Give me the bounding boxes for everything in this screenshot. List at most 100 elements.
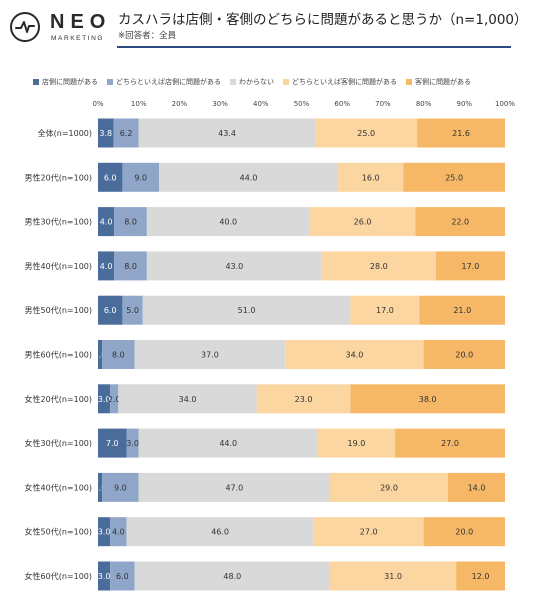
data-label: 2.0: [108, 395, 121, 404]
bar-segment: [285, 340, 424, 369]
legend-swatch: [107, 78, 113, 85]
bar-segment: [102, 340, 135, 369]
bar-segment: [321, 251, 436, 281]
x-tick-label: 40%: [253, 100, 269, 108]
chart-title: カスハラは店側・客側のどちらに問題があると思うか（n=1,000）: [118, 12, 528, 28]
bar-segment: [138, 472, 330, 502]
data-label: 8.0: [112, 351, 125, 360]
data-label: 1.0: [94, 351, 107, 360]
data-label: 38.0: [419, 395, 437, 404]
bar-segment: [403, 162, 505, 192]
bar-segment: [134, 340, 286, 369]
bar-segment: [122, 162, 160, 192]
category-label: 女性20代(n=100): [25, 394, 92, 404]
bar-segment: [118, 384, 257, 414]
data-label: 9.0: [114, 483, 127, 492]
bar-segment: [159, 162, 339, 192]
bar-segment: [417, 118, 505, 148]
chart-legend: 店側に問題がある どちらといえば店側に問題がある わからない どちらといえば客側に問題…: [33, 71, 480, 86]
bar-segment: [98, 295, 123, 325]
x-tick-label: 70%: [375, 100, 391, 108]
title-underline: [117, 46, 511, 48]
bar-segment: [395, 428, 505, 458]
bar-segment: [350, 384, 505, 414]
bar-segment: [350, 295, 420, 325]
legend-swatch: [406, 78, 412, 85]
bar-segment: [110, 517, 127, 547]
bar-segment: [138, 428, 318, 458]
data-label: 22.0: [451, 218, 469, 227]
category-label: 男性30代(n=100): [25, 217, 92, 227]
legend-item: わからない: [230, 77, 274, 87]
x-tick-label: 10%: [131, 100, 147, 108]
logo-pulse-icon: [10, 12, 40, 42]
bar-segment: [435, 251, 505, 281]
data-label: 43.0: [225, 262, 243, 271]
bar-segment: [113, 118, 139, 148]
data-label: 3.0: [98, 572, 111, 581]
category-label: 全体(n=1000): [38, 128, 92, 138]
chart-subtitle: ※回答者：全員: [118, 31, 177, 41]
data-label: 21.6: [452, 129, 470, 138]
x-tick-label: 60%: [334, 100, 350, 108]
bar-segment: [98, 162, 123, 192]
bar-segment: [329, 472, 449, 502]
data-label: 44.0: [240, 173, 258, 182]
bar-segment: [338, 162, 404, 192]
x-tick-label: 50%: [294, 100, 310, 108]
legend-label: 店側に問題がある: [42, 77, 98, 86]
legend-label: わからない: [239, 77, 274, 86]
bar-segment: [98, 118, 114, 148]
category-label: 女性60代(n=100): [25, 571, 92, 581]
bar-segment: [419, 295, 505, 325]
data-label: 4.0: [112, 528, 125, 537]
data-label: 34.0: [346, 351, 364, 360]
data-label: 37.0: [201, 351, 219, 360]
bar-segment: [102, 472, 139, 502]
data-label: 6.0: [104, 173, 117, 182]
data-label: 1.0: [94, 483, 107, 492]
data-label: 23.0: [295, 395, 313, 404]
bar-segment: [126, 428, 139, 458]
data-label: 28.0: [370, 262, 388, 271]
legend-swatch: [230, 78, 236, 85]
data-label: 5.0: [126, 306, 139, 315]
data-label: 3.0: [126, 439, 139, 448]
bar-segment: [98, 340, 103, 369]
bar-segment: [114, 251, 147, 281]
data-label: 27.0: [441, 439, 459, 448]
x-tick-label: 0%: [92, 100, 103, 108]
data-label: 6.0: [104, 306, 117, 315]
logo-subtext: MARKETING: [51, 35, 105, 42]
bar-segment: [110, 561, 135, 591]
data-label: 3.0: [98, 528, 111, 537]
data-label: 4.0: [100, 262, 113, 271]
data-label: 7.0: [106, 439, 119, 448]
data-label: 40.0: [219, 218, 237, 227]
legend-swatch: [33, 78, 39, 85]
x-tick-label: 80%: [416, 100, 432, 108]
bar-segment: [317, 428, 396, 458]
x-tick-label: 90%: [457, 100, 473, 108]
data-label: 31.0: [384, 572, 402, 581]
data-label: 9.0: [134, 173, 147, 182]
legend-swatch: [283, 78, 289, 85]
bar-segment: [134, 561, 330, 591]
bar-segment: [309, 207, 416, 237]
bar-segment: [110, 384, 119, 414]
category-label: 男性20代(n=100): [25, 172, 92, 182]
data-label: 26.0: [354, 218, 372, 227]
data-label: 6.2: [120, 129, 133, 138]
bar-segment: [415, 207, 505, 237]
bar-segment: [313, 517, 424, 547]
neo-marketing-logo: NEO MARKETING: [10, 8, 110, 48]
legend-item: 店側に問題がある: [33, 77, 98, 87]
bar-segment: [448, 472, 505, 502]
data-label: 51.0: [238, 306, 256, 315]
data-label: 16.0: [362, 173, 380, 182]
data-label: 46.0: [211, 528, 229, 537]
legend-label: 客側に問題がある: [415, 77, 471, 86]
data-label: 4.0: [100, 218, 113, 227]
legend-label: どちらといえば客側に問題がある: [292, 77, 397, 86]
